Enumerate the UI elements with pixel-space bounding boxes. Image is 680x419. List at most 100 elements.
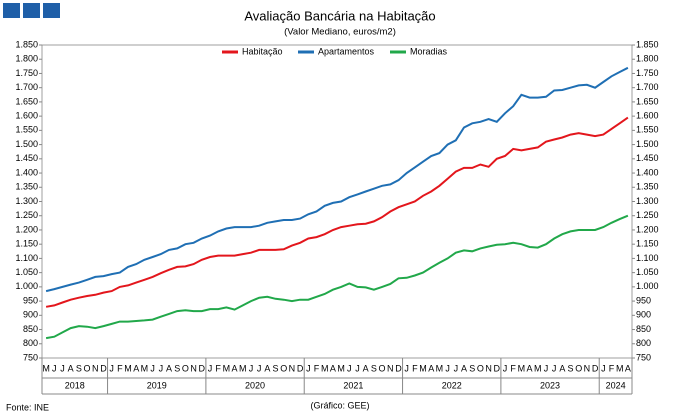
- x-tick-label: J: [306, 363, 311, 373]
- legend-label: Apartamentos: [318, 46, 375, 56]
- x-tick-label: J: [208, 363, 213, 373]
- x-tick-label: J: [445, 363, 450, 373]
- y2-tick-label: 1.700: [636, 82, 659, 92]
- x-tick-label: N: [190, 363, 197, 373]
- x-tick-label: F: [117, 363, 123, 373]
- series-line: [45, 116, 629, 308]
- x-tick-label: A: [559, 363, 565, 373]
- series-line: [45, 214, 629, 340]
- x-tick-label: J: [404, 363, 409, 373]
- y2-tick-label: 1.650: [636, 96, 659, 106]
- x-tick-label: N: [584, 363, 591, 373]
- y2-tick-label: 1.050: [636, 267, 659, 277]
- year-label: 2022: [442, 380, 462, 390]
- y2-tick-label: 1.750: [636, 68, 659, 78]
- y2-tick-label: 800: [636, 338, 651, 348]
- y-tick-label: 950: [23, 295, 38, 305]
- y2-tick-label: 750: [636, 352, 651, 362]
- x-tick-label: M: [239, 363, 247, 373]
- x-tick-label: J: [503, 363, 508, 373]
- x-tick-label: M: [223, 363, 231, 373]
- x-tick-label: M: [321, 363, 329, 373]
- x-tick-label: O: [477, 363, 484, 373]
- x-tick-label: O: [182, 363, 189, 373]
- x-tick-label: D: [297, 363, 304, 373]
- x-tick-label: A: [133, 363, 139, 373]
- x-tick-label: A: [68, 363, 74, 373]
- x-tick-label: N: [387, 363, 394, 373]
- x-tick-label: J: [355, 363, 360, 373]
- x-tick-label: F: [314, 363, 320, 373]
- x-tick-label: J: [249, 363, 254, 373]
- y-tick-label: 1.600: [15, 111, 38, 121]
- y2-tick-label: 1.200: [636, 224, 659, 234]
- y-tick-label: 1.500: [15, 139, 38, 149]
- x-tick-label: N: [289, 363, 296, 373]
- y2-tick-label: 1.450: [636, 153, 659, 163]
- y-tick-label: 1.100: [15, 253, 38, 263]
- credit: (Gráfico: GEE): [310, 400, 369, 410]
- x-tick-label: N: [92, 363, 99, 373]
- x-tick-label: A: [232, 363, 238, 373]
- x-tick-label: D: [100, 363, 107, 373]
- x-tick-label: J: [257, 363, 262, 373]
- year-label: 2024: [606, 380, 626, 390]
- y2-tick-label: 1.000: [636, 281, 659, 291]
- x-tick-label: A: [264, 363, 270, 373]
- x-tick-label: J: [601, 363, 606, 373]
- y-tick-label: 1.800: [15, 54, 38, 64]
- x-tick-label: O: [575, 363, 582, 373]
- logo-square: [3, 3, 20, 18]
- y-tick-label: 1.350: [15, 182, 38, 192]
- x-tick-label: D: [494, 363, 501, 373]
- y-tick-label: 1.650: [15, 96, 38, 106]
- x-tick-label: S: [174, 363, 180, 373]
- x-tick-label: M: [337, 363, 345, 373]
- x-tick-label: D: [592, 363, 599, 373]
- x-tick-label: M: [42, 363, 50, 373]
- x-tick-label: F: [510, 363, 516, 373]
- y-tick-label: 1.200: [15, 224, 38, 234]
- x-tick-label: O: [84, 363, 91, 373]
- chart-title: Avaliação Bancária na Habitação: [244, 8, 435, 23]
- x-tick-label: A: [625, 363, 631, 373]
- x-tick-label: A: [461, 363, 467, 373]
- y-tick-label: 1.250: [15, 210, 38, 220]
- x-tick-label: A: [428, 363, 434, 373]
- x-tick-label: J: [109, 363, 114, 373]
- y-tick-label: 1.300: [15, 196, 38, 206]
- y2-tick-label: 950: [636, 295, 651, 305]
- y-tick-label: 800: [23, 338, 38, 348]
- x-tick-label: J: [60, 363, 65, 373]
- logo-square: [43, 3, 60, 18]
- y-tick-label: 1.700: [15, 82, 38, 92]
- y2-tick-label: 1.100: [636, 253, 659, 263]
- year-label: 2019: [147, 380, 167, 390]
- year-label: 2020: [245, 380, 265, 390]
- y2-tick-label: 1.500: [636, 139, 659, 149]
- year-label: 2018: [65, 380, 85, 390]
- x-tick-label: J: [544, 363, 549, 373]
- x-tick-label: A: [330, 363, 336, 373]
- x-tick-label: S: [371, 363, 377, 373]
- legend-label: Moradias: [410, 46, 448, 56]
- y-tick-label: 1.400: [15, 167, 38, 177]
- x-tick-label: N: [485, 363, 492, 373]
- x-tick-label: J: [150, 363, 155, 373]
- logo-square: [23, 3, 40, 18]
- y2-tick-label: 1.600: [636, 111, 659, 121]
- series-line: [45, 66, 629, 293]
- x-tick-label: A: [363, 363, 369, 373]
- x-tick-label: F: [412, 363, 418, 373]
- x-tick-label: O: [280, 363, 287, 373]
- x-tick-label: J: [347, 363, 352, 373]
- y-tick-label: 1.750: [15, 68, 38, 78]
- x-tick-label: D: [395, 363, 402, 373]
- y2-tick-label: 850: [636, 324, 651, 334]
- y-tick-label: 750: [23, 352, 38, 362]
- x-tick-label: O: [379, 363, 386, 373]
- x-tick-label: M: [141, 363, 149, 373]
- y-tick-label: 1.550: [15, 125, 38, 135]
- x-tick-label: M: [124, 363, 132, 373]
- y2-tick-label: 900: [636, 310, 651, 320]
